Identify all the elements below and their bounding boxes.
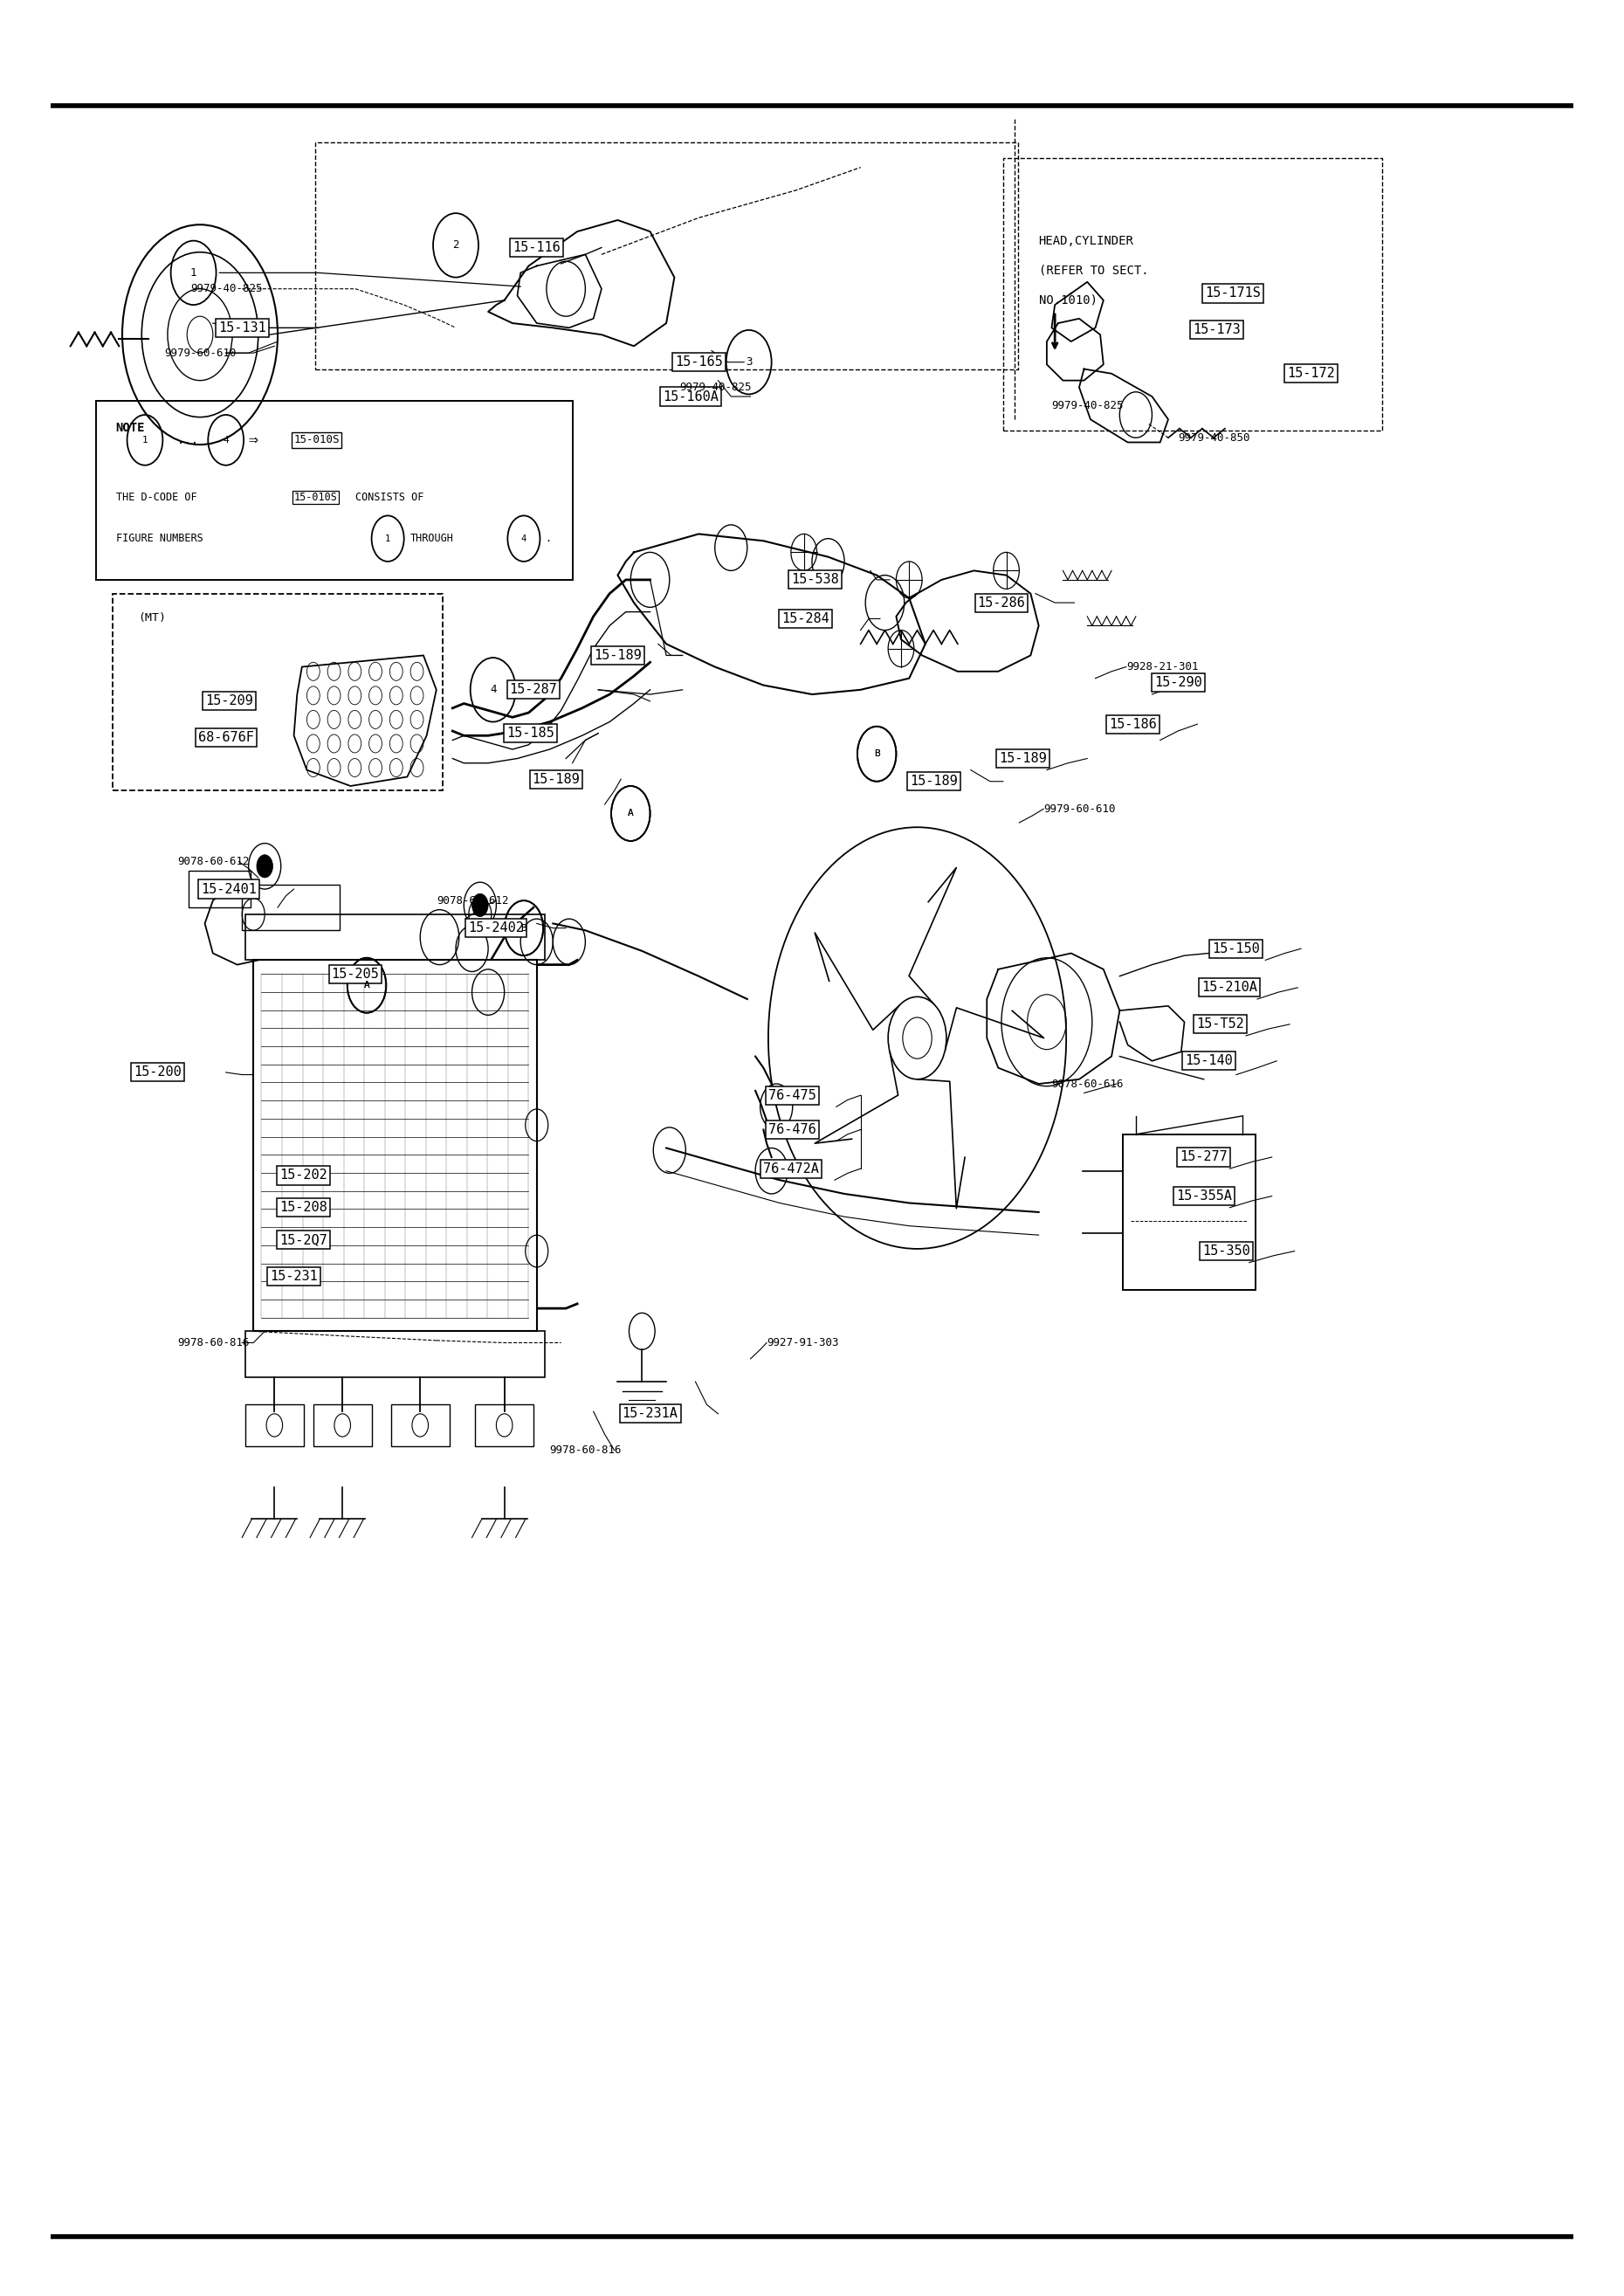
Text: 15-140: 15-140 xyxy=(1186,1054,1233,1068)
Text: 15-185: 15-185 xyxy=(507,728,554,739)
Text: 15-2Q7: 15-2Q7 xyxy=(279,1233,328,1247)
Text: 15-010S: 15-010S xyxy=(294,434,339,445)
Bar xyxy=(476,1405,534,1446)
Bar xyxy=(253,960,538,1332)
Text: 15-350: 15-350 xyxy=(1203,1244,1250,1258)
Text: .: . xyxy=(544,533,551,544)
Text: CONSISTS OF: CONSISTS OF xyxy=(356,491,424,503)
Text: 68-676F: 68-676F xyxy=(198,732,253,744)
Text: 76-475: 76-475 xyxy=(768,1088,817,1102)
Text: 15-209: 15-209 xyxy=(205,696,253,707)
Bar xyxy=(242,884,339,930)
Text: A: A xyxy=(628,808,633,817)
Text: A: A xyxy=(628,808,633,817)
Text: A: A xyxy=(364,980,370,990)
Text: 15-173: 15-173 xyxy=(1194,324,1241,338)
Text: 1: 1 xyxy=(141,436,148,445)
Text: 15-150: 15-150 xyxy=(1212,941,1260,955)
Text: HEAD,CYLINDER: HEAD,CYLINDER xyxy=(1039,234,1134,246)
Text: 15-277: 15-277 xyxy=(1181,1150,1228,1164)
Bar xyxy=(1122,1134,1255,1290)
Text: NO.1010): NO.1010) xyxy=(1039,294,1098,305)
Text: 15-160A: 15-160A xyxy=(663,390,718,404)
Text: 15-171S: 15-171S xyxy=(1205,287,1260,301)
Circle shape xyxy=(257,854,273,877)
Bar xyxy=(313,1405,372,1446)
Circle shape xyxy=(473,893,489,916)
Text: 15-205: 15-205 xyxy=(331,967,380,980)
Text: 15-210A: 15-210A xyxy=(1202,980,1257,994)
Text: 9979-40-850: 9979-40-850 xyxy=(1177,432,1250,443)
Text: 1: 1 xyxy=(385,535,390,542)
Bar xyxy=(245,1405,304,1446)
Text: 9979-40-825: 9979-40-825 xyxy=(190,282,263,294)
Text: B: B xyxy=(521,923,526,932)
Text: 15-131: 15-131 xyxy=(218,321,266,335)
Text: 4: 4 xyxy=(521,535,526,542)
Text: 9927-91-303: 9927-91-303 xyxy=(767,1336,838,1348)
Text: 9978-60-816: 9978-60-816 xyxy=(177,1336,250,1348)
Text: THE D-CODE OF: THE D-CODE OF xyxy=(115,491,197,503)
Text: B: B xyxy=(874,748,880,758)
Text: 4: 4 xyxy=(490,684,497,696)
Text: 15-010S: 15-010S xyxy=(294,491,338,503)
Text: 15-189: 15-189 xyxy=(594,650,641,661)
Text: 15-355A: 15-355A xyxy=(1176,1189,1231,1203)
Text: 15-116: 15-116 xyxy=(513,241,560,255)
Text: 15-286: 15-286 xyxy=(978,597,1025,608)
Text: 9078-60-612: 9078-60-612 xyxy=(437,895,508,907)
Text: B: B xyxy=(521,923,526,932)
Polygon shape xyxy=(294,654,437,785)
Text: 15-189: 15-189 xyxy=(533,771,580,785)
Text: 3: 3 xyxy=(745,356,752,367)
Text: 15-189: 15-189 xyxy=(909,774,957,788)
Text: (MT): (MT) xyxy=(138,611,166,622)
Text: 1: 1 xyxy=(190,266,197,278)
Text: B: B xyxy=(874,748,880,758)
Text: 15-284: 15-284 xyxy=(781,613,830,625)
Text: THROUGH: THROUGH xyxy=(411,533,455,544)
Text: NOTE: NOTE xyxy=(115,422,145,434)
Text: 9078-60-612: 9078-60-612 xyxy=(177,856,250,868)
Bar xyxy=(245,1332,544,1378)
Text: 9928-21-301: 9928-21-301 xyxy=(1125,661,1199,673)
Text: 15-2402: 15-2402 xyxy=(468,921,525,934)
Circle shape xyxy=(888,996,947,1079)
Text: 76-472A: 76-472A xyxy=(763,1162,818,1176)
Bar xyxy=(245,914,544,960)
Text: 76-476: 76-476 xyxy=(768,1123,817,1137)
Text: 15-165: 15-165 xyxy=(674,356,723,370)
Text: 15-231A: 15-231A xyxy=(622,1407,677,1421)
Text: 9078-60-616: 9078-60-616 xyxy=(1052,1079,1124,1091)
Text: 9978-60-816: 9978-60-816 xyxy=(549,1444,622,1456)
Text: 15-186: 15-186 xyxy=(1109,719,1156,730)
Text: 15-2401: 15-2401 xyxy=(201,882,257,895)
Text: (REFER TO SECT.: (REFER TO SECT. xyxy=(1039,264,1148,276)
Text: 2: 2 xyxy=(453,239,460,250)
Text: ⇒: ⇒ xyxy=(248,432,258,448)
Text: 15-231: 15-231 xyxy=(270,1270,318,1283)
Text: FIGURE NUMBERS: FIGURE NUMBERS xyxy=(115,533,203,544)
Text: 15-172: 15-172 xyxy=(1286,367,1335,381)
Bar xyxy=(188,870,250,907)
Text: 15-200: 15-200 xyxy=(133,1065,182,1079)
Text: 15-538: 15-538 xyxy=(791,574,840,585)
Text: 15-202: 15-202 xyxy=(279,1169,328,1182)
Text: 9979-60-610: 9979-60-610 xyxy=(164,347,237,358)
Text: 15-T52: 15-T52 xyxy=(1197,1017,1244,1031)
Text: ...: ... xyxy=(177,434,200,445)
Text: 4: 4 xyxy=(222,436,229,445)
Text: 9979-40-825: 9979-40-825 xyxy=(1052,400,1124,411)
Text: 15-208: 15-208 xyxy=(279,1201,328,1215)
Text: 15-287: 15-287 xyxy=(510,684,557,696)
Text: 9979-60-610: 9979-60-610 xyxy=(1044,804,1116,815)
Text: A: A xyxy=(364,980,370,990)
Bar xyxy=(391,1405,450,1446)
Text: 15-189: 15-189 xyxy=(999,753,1046,765)
Text: 15-290: 15-290 xyxy=(1155,677,1202,689)
Text: 9979-40-825: 9979-40-825 xyxy=(679,381,752,393)
